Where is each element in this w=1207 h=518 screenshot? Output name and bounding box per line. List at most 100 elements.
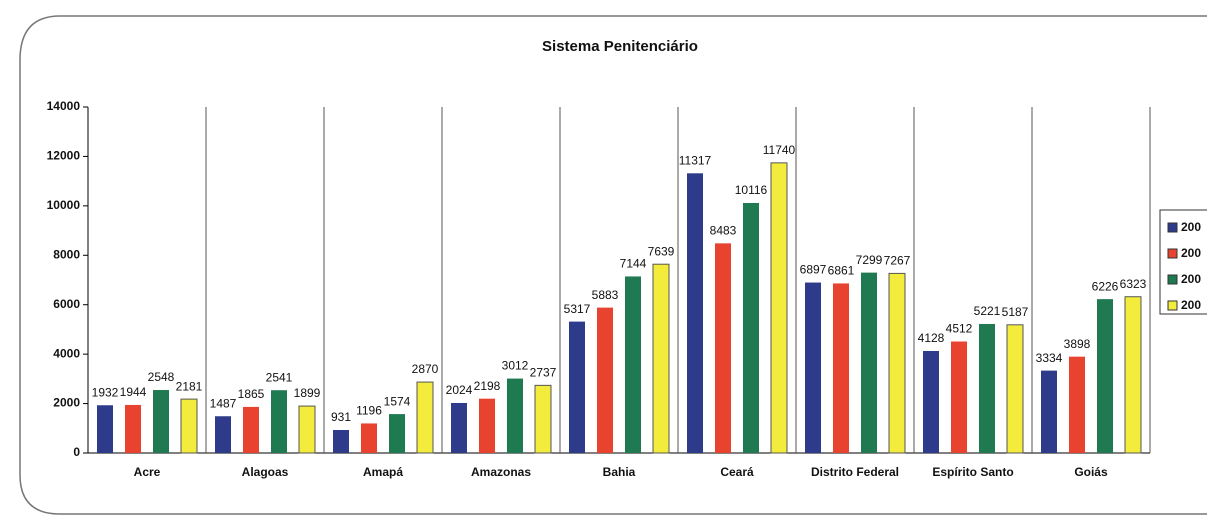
data-label: 5317 <box>564 302 591 316</box>
bar <box>534 384 552 454</box>
x-tick-label: Espírito Santo <box>932 465 1014 479</box>
y-tick-label: 2000 <box>53 396 80 410</box>
legend-swatch <box>1167 248 1178 259</box>
bar <box>507 378 523 453</box>
data-label: 2541 <box>266 370 293 384</box>
bar <box>1097 299 1113 453</box>
data-label: 7639 <box>648 244 675 258</box>
legend-swatch <box>1167 222 1178 233</box>
bar <box>833 283 849 453</box>
bar <box>298 405 316 454</box>
bar <box>271 390 287 453</box>
data-label: 2737 <box>530 366 557 380</box>
bar <box>1041 370 1057 453</box>
bar <box>687 173 703 454</box>
data-label: 2181 <box>176 379 203 393</box>
data-label: 7144 <box>620 257 647 271</box>
data-label: 2548 <box>148 370 175 384</box>
x-tick-label: Amapá <box>362 465 403 479</box>
data-label: 8483 <box>710 224 737 238</box>
data-label: 6323 <box>1120 277 1147 291</box>
data-label: 11317 <box>679 153 712 167</box>
bar <box>243 406 259 453</box>
legend-label: 200 <box>1181 220 1201 234</box>
legend-label: 200 <box>1181 272 1201 286</box>
bar <box>215 416 231 453</box>
bar <box>1069 356 1085 453</box>
data-label: 2870 <box>412 362 439 376</box>
chart-title: Sistema Penitenciário <box>542 38 698 55</box>
data-label: 5221 <box>974 304 1001 318</box>
data-label: 1899 <box>294 386 321 400</box>
legend-box <box>1159 209 1207 315</box>
data-label: 7299 <box>856 253 883 267</box>
data-label: 1574 <box>384 394 411 408</box>
y-tick-label: 6000 <box>53 297 80 311</box>
data-label: 5883 <box>592 288 619 302</box>
bar <box>743 202 759 453</box>
bar <box>569 321 585 453</box>
data-label: 6897 <box>800 263 827 277</box>
bar <box>770 162 788 454</box>
legend-label: 200 <box>1181 298 1201 312</box>
bar <box>888 272 906 454</box>
bar <box>416 381 434 454</box>
y-tick-label: 10000 <box>47 198 81 212</box>
bar <box>153 390 169 453</box>
data-label: 6861 <box>828 264 855 278</box>
y-tick-label: 0 <box>73 445 80 459</box>
bar <box>125 404 141 453</box>
y-tick-label: 4000 <box>53 346 80 360</box>
x-tick-label: Goiás <box>1074 465 1108 479</box>
x-tick-label: Alagoas <box>241 465 289 479</box>
bar <box>805 282 821 453</box>
bar <box>180 398 198 454</box>
x-tick-label: Bahia <box>602 465 636 479</box>
data-label: 3334 <box>1036 351 1063 365</box>
y-tick-label: 8000 <box>53 247 80 261</box>
data-label: 1932 <box>92 385 119 399</box>
x-tick-label: Distrito Federal <box>810 465 900 479</box>
bar <box>951 341 967 453</box>
data-label: 1865 <box>238 387 265 401</box>
x-tick-label: Amazonas <box>470 465 532 479</box>
data-label: 2024 <box>446 383 473 397</box>
legend-label: 200 <box>1181 246 1201 260</box>
data-label: 1196 <box>356 404 382 418</box>
data-label: 2198 <box>474 379 501 393</box>
bar <box>361 423 377 453</box>
x-tick-label: Ceará <box>720 465 754 479</box>
legend-swatch <box>1167 300 1178 311</box>
bar <box>652 263 670 454</box>
data-label: 1487 <box>210 396 237 410</box>
data-label: 11740 <box>763 143 796 157</box>
data-label: 4512 <box>946 322 973 336</box>
data-label: 6226 <box>1092 279 1119 293</box>
legend-swatch <box>1167 274 1178 285</box>
bar <box>597 307 613 453</box>
data-label: 1944 <box>120 385 147 399</box>
bar <box>861 272 877 453</box>
x-tick-label: Acre <box>133 465 161 479</box>
bar <box>333 429 349 453</box>
bar <box>1124 296 1142 454</box>
bar <box>715 243 731 453</box>
data-label: 931 <box>331 410 351 424</box>
data-label: 3898 <box>1064 337 1091 351</box>
bar <box>625 276 641 453</box>
data-label: 7267 <box>884 254 911 268</box>
bar <box>1006 324 1024 454</box>
data-label: 4128 <box>918 331 945 345</box>
bar <box>389 414 405 453</box>
bar <box>479 398 495 453</box>
frame <box>19 15 1207 515</box>
y-tick-label: 12000 <box>47 149 81 163</box>
data-label: 3012 <box>502 359 529 373</box>
data-label: 5187 <box>1002 305 1029 319</box>
bar <box>97 405 113 453</box>
bar <box>451 402 467 453</box>
bar <box>979 323 995 453</box>
data-label: 10116 <box>735 183 768 197</box>
